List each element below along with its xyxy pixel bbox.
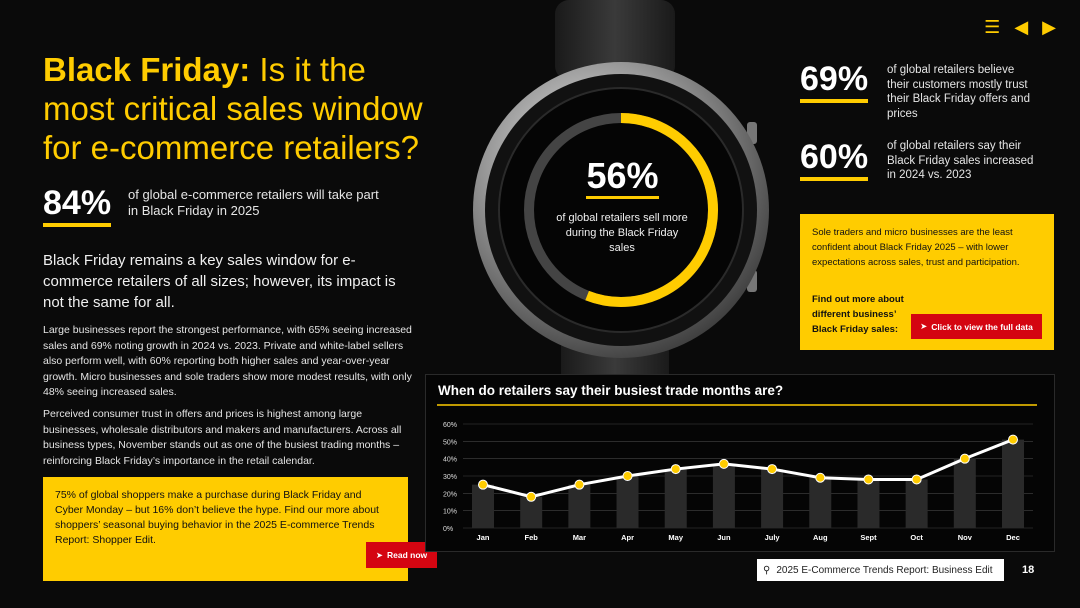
data-point — [1008, 434, 1018, 445]
menu-icon[interactable]: ☰ — [984, 17, 1001, 37]
month-bar — [712, 463, 735, 528]
month-bar — [472, 484, 494, 528]
title-bold: Black Friday: — [43, 51, 251, 88]
month-bar — [520, 496, 543, 528]
month-bar — [568, 484, 591, 528]
cursor-click-icon: ➤ — [920, 321, 928, 331]
stat-84: 84% — [43, 185, 112, 227]
x-tick-label: Nov — [958, 533, 973, 542]
chart-title: When do retailers say their busiest trad… — [438, 383, 784, 398]
x-tick-label: Jun — [717, 533, 731, 542]
stat-60: 60% — [800, 139, 869, 181]
x-tick-label: Feb — [525, 533, 539, 542]
x-tick-label: Jan — [477, 533, 490, 542]
body-paragraph-1: Large businesses report the strongest pe… — [43, 324, 412, 398]
month-bar — [761, 469, 784, 528]
report-search-link[interactable]: ⚲ 2025 E-Commerce Trends Report: Busines… — [757, 559, 1004, 581]
page-title: Black Friday: Is it the most critical sa… — [43, 50, 443, 167]
prev-arrow-icon[interactable]: ◀ — [1014, 17, 1029, 37]
watch-stat-56: 56% — [555, 155, 690, 199]
slide-nav: ☰ ◀ ▶ — [984, 18, 1056, 36]
data-point — [526, 491, 537, 502]
micro-business-callout-text: Sole traders and micro businesses are th… — [812, 227, 1020, 268]
stat-69-text: of global retailers believe their custom… — [887, 64, 1030, 120]
x-tick-label: May — [668, 533, 683, 542]
month-bar — [857, 479, 880, 528]
x-tick-label: Mar — [573, 533, 586, 542]
data-point — [478, 479, 488, 490]
smartwatch-illustration — [473, 0, 769, 380]
x-tick-label: July — [765, 533, 781, 542]
view-full-data-button[interactable]: ➤ Click to view the full data — [911, 314, 1042, 339]
watch-stat-56-text: of global retailers sell more during the… — [556, 212, 688, 254]
cursor-click-icon: ➤ — [375, 549, 383, 560]
x-tick-label: Aug — [813, 533, 828, 542]
y-tick-label: 40% — [443, 457, 457, 464]
x-tick-label: Sept — [860, 533, 877, 542]
month-bar — [905, 479, 928, 528]
x-tick-label: Apr — [621, 533, 634, 542]
y-tick-label: 0% — [443, 526, 453, 533]
shopper-callout-box: 75% of global shoppers make a purchase d… — [43, 477, 437, 581]
data-point — [574, 479, 585, 490]
stat-84-text: of global e-commerce retailers will take… — [128, 187, 379, 218]
stat-69: 69% — [800, 61, 869, 103]
stat-60-text: of global retailers say their Black Frid… — [887, 140, 1034, 181]
data-point — [911, 474, 922, 485]
trend-line — [482, 438, 1014, 499]
report-search-label: 2025 E-Commerce Trends Report: Business … — [776, 564, 993, 576]
next-arrow-icon[interactable]: ▶ — [1042, 17, 1056, 37]
progress-arc — [585, 113, 718, 307]
view-full-data-label: Click to view the full data — [931, 321, 1033, 332]
data-point — [718, 458, 729, 469]
x-tick-label: Oct — [910, 533, 923, 542]
data-point — [815, 472, 826, 483]
read-now-label: Read now — [386, 550, 428, 560]
month-bar — [664, 469, 687, 528]
y-tick-label: 60% — [443, 422, 457, 429]
search-icon: ⚲ — [763, 564, 771, 576]
x-tick-label: Dec — [1006, 533, 1020, 542]
y-tick-label: 10% — [443, 509, 457, 516]
shopper-callout-text: 75% of global shoppers make a purchase d… — [55, 489, 379, 546]
y-tick-label: 30% — [443, 474, 457, 481]
data-point — [670, 464, 681, 475]
data-point — [959, 453, 970, 464]
micro-business-callout-box: Sole traders and micro businesses are th… — [800, 214, 1054, 350]
data-point — [622, 471, 633, 481]
month-bar — [1002, 439, 1024, 528]
month-bar — [953, 458, 976, 528]
find-out-more-text: Find out more about different business’ … — [812, 294, 904, 335]
lead-paragraph: Black Friday remains a key sales window … — [43, 252, 396, 311]
data-point — [767, 464, 778, 475]
title-rest: Is it the most critical sales window for… — [43, 51, 423, 166]
body-paragraph-2: Perceived consumer trust in offers and p… — [43, 408, 402, 467]
month-bar — [616, 476, 639, 528]
data-point — [863, 474, 874, 485]
busiest-months-chart: 0% 10% 20% 30% 40% 50% 60% Jan Feb Mar Apr May Jun Ju… — [437, 404, 1037, 542]
y-tick-label: 20% — [443, 491, 457, 498]
y-tick-label: 50% — [443, 439, 457, 446]
page-number: 18 — [1022, 564, 1035, 576]
month-bar — [809, 477, 832, 528]
